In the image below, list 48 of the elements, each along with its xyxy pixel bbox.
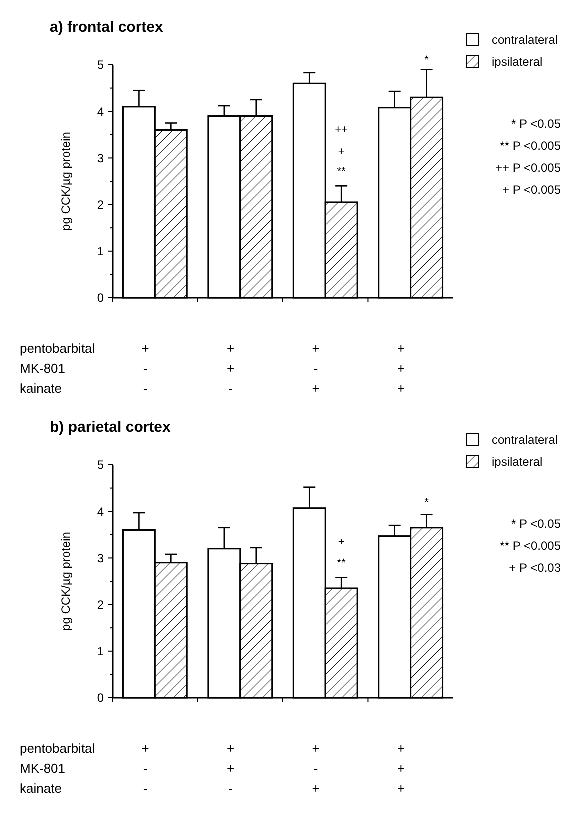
y-tick-label: 3	[97, 151, 104, 166]
y-axis-title: pg CCK/µg protein	[59, 132, 73, 231]
legend-label: ipsilateral	[492, 55, 543, 70]
text: kainate	[20, 381, 62, 396]
y-tick-label: 3	[97, 551, 104, 566]
text: pentobarbital	[20, 741, 96, 756]
x-tick-label: + + +	[397, 341, 406, 396]
significance-mark: +	[338, 146, 345, 158]
text: kainate	[20, 781, 62, 796]
significance-mark: *	[424, 497, 429, 510]
significance-mark: **	[337, 558, 346, 570]
x-tick-label: + + -	[227, 341, 235, 396]
text: MK-801	[20, 361, 66, 376]
y-tick-label: 0	[97, 291, 104, 306]
legend-label: contralateral	[492, 33, 558, 48]
text: ** P <0.005	[500, 539, 562, 553]
y-tick-label: 4	[97, 504, 104, 519]
legend-label: contralateral	[492, 433, 558, 448]
significance-mark: *	[424, 54, 429, 66]
chart-title: b) parietal cortex	[50, 419, 172, 436]
chart-title: a) frontal cortex	[50, 19, 164, 36]
y-tick-label: 1	[97, 244, 104, 259]
text: ** P <0.005	[500, 139, 562, 153]
x-tick-label: + - +	[312, 341, 320, 396]
y-tick-label: 2	[97, 198, 104, 212]
text: pentobarbital	[20, 341, 96, 356]
x-tick-label: + - +	[312, 741, 320, 796]
x-tick-label: + - -	[142, 741, 150, 796]
x-tick-label: + + -	[227, 741, 235, 796]
x-tick-label: + + +	[397, 741, 406, 796]
text: + P <0.005	[502, 183, 562, 197]
text: * P <0.05	[512, 517, 562, 531]
significance-mark: ++	[335, 124, 348, 136]
y-tick-label: 5	[97, 58, 104, 72]
y-tick-label: 4	[97, 104, 104, 119]
significance-mark: **	[337, 166, 346, 178]
text: MK-801	[20, 761, 66, 776]
significance-mark: +	[338, 536, 345, 549]
y-tick-label: 5	[97, 458, 104, 472]
text: * P <0.05	[512, 117, 562, 131]
y-axis-title: pg CCK/µg protein	[59, 532, 73, 631]
x-tick-label: + - -	[142, 341, 150, 396]
y-tick-label: 0	[97, 691, 104, 706]
y-tick-label: 2	[97, 598, 104, 612]
text: ++ P <0.005	[495, 161, 562, 175]
y-tick-label: 1	[97, 644, 104, 659]
text: + P <0.03	[509, 561, 562, 575]
legend-label: ipsilateral	[492, 455, 543, 470]
